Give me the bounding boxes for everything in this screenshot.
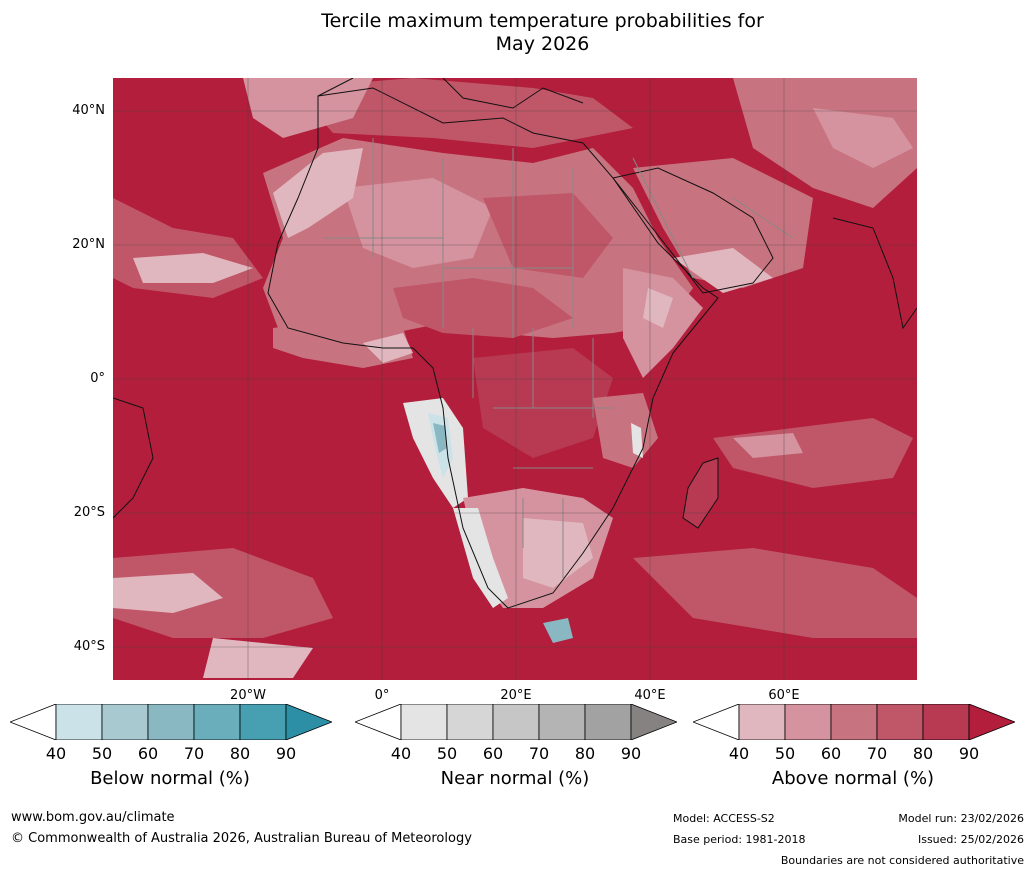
colorbar-segment xyxy=(738,704,786,740)
legend-label-below: Below normal (%) xyxy=(90,768,250,789)
atlantic-patch-light xyxy=(133,253,253,283)
lat-label-20s: 20°S xyxy=(73,505,105,520)
colorbar-tick-label: 60 xyxy=(482,744,504,763)
sahara-patch-2 xyxy=(483,193,613,278)
angola-coast-grey xyxy=(403,398,468,508)
west-sahara-patch xyxy=(273,148,363,238)
colorbar-tick-label: 60 xyxy=(137,744,159,763)
coastline-arabia xyxy=(612,167,774,294)
lat-label-0: 0° xyxy=(90,371,105,386)
colorbar-below-normal xyxy=(10,704,332,740)
colorbar-segment xyxy=(400,704,448,740)
colorbar-segment xyxy=(55,704,103,740)
asia-patch xyxy=(733,78,917,208)
colorbar-max-extension xyxy=(968,704,1015,740)
footer-base-period: Base period: 1981-2018 xyxy=(673,833,806,846)
colorbar-tick-label: 80 xyxy=(229,744,251,763)
asia-light-patch xyxy=(813,108,913,168)
map-title: Tercile maximum temperature probabilitie… xyxy=(0,10,1035,56)
colorbar-tick-label: 80 xyxy=(574,744,596,763)
colorbar-segment xyxy=(538,704,586,740)
footer-issued: Issued: 25/02/2026 xyxy=(917,833,1024,846)
south-indian-patch xyxy=(633,548,917,638)
southern-africa-light xyxy=(523,518,593,588)
lat-label-20n: 20°N xyxy=(72,237,105,252)
graticule xyxy=(113,78,917,680)
coastline-europe xyxy=(317,78,584,109)
colorbar-tick-label: 50 xyxy=(774,744,796,763)
sahel-patch xyxy=(393,278,573,338)
colorbar-min-extension xyxy=(10,704,57,740)
lon-label-40e: 40°E xyxy=(634,688,666,703)
east-coast-grey xyxy=(631,423,643,458)
colorbar-max-extension xyxy=(630,704,677,740)
title-line-2: May 2026 xyxy=(495,33,590,55)
colorbar-segment xyxy=(784,704,832,740)
colorbar-tick-label: 90 xyxy=(958,744,980,763)
colorbar-segment xyxy=(584,704,632,740)
south-atlantic-far xyxy=(203,638,313,678)
colorbar-segment xyxy=(101,704,149,740)
coastline-africa xyxy=(267,87,719,609)
colorbar-tick-label: 50 xyxy=(436,744,458,763)
colorbar-tick-label: 50 xyxy=(91,744,113,763)
arabia-light-patch xyxy=(673,248,773,293)
colorbar-tick-label: 40 xyxy=(728,744,750,763)
namibia-coast-grey xyxy=(453,508,508,608)
coastline-madagascar xyxy=(682,457,719,529)
colorbar-tick-label: 90 xyxy=(275,744,297,763)
arabia-patch xyxy=(633,158,813,288)
colorbar-min-extension xyxy=(693,704,740,740)
coastline-south-america xyxy=(113,397,154,519)
south-atlantic-patch xyxy=(113,548,333,638)
colorbar-tick-label: 70 xyxy=(528,744,550,763)
colorbar-segment xyxy=(876,704,924,740)
colorbar-above-normal xyxy=(693,704,1015,740)
coastline-india xyxy=(832,217,917,330)
lon-label-20e: 20°E xyxy=(500,688,532,703)
colorbar-tick-label: 40 xyxy=(390,744,412,763)
colorbar-min-extension xyxy=(355,704,402,740)
colorbar-tick-label: 60 xyxy=(820,744,842,763)
central-africa-patch xyxy=(473,348,613,458)
indian-ocean-light xyxy=(733,433,803,458)
lat-label-40s: 40°S xyxy=(73,639,105,654)
angola-coast-blue-2 xyxy=(433,423,447,453)
horn-light-patch xyxy=(643,288,673,328)
lon-label-0: 0° xyxy=(374,688,390,703)
sahara-patch-1 xyxy=(343,178,493,268)
colorbar-tick-label: 70 xyxy=(183,744,205,763)
mediterranean-patch xyxy=(293,78,633,148)
footer-website: www.bom.gov.au/climate xyxy=(11,810,175,825)
colorbar-tick-label: 80 xyxy=(912,744,934,763)
footer-disclaimer: Boundaries are not considered authoritat… xyxy=(780,854,1024,867)
lat-label-40n: 40°N xyxy=(72,103,105,118)
colorbar-segment xyxy=(193,704,241,740)
lon-label-60e: 60°E xyxy=(768,688,800,703)
country-borders xyxy=(323,138,794,578)
colorbar-near-normal xyxy=(355,704,677,740)
lon-label-20w: 20°W xyxy=(230,688,266,703)
cape-blue-patch xyxy=(543,618,573,643)
colorbar-segment xyxy=(492,704,540,740)
colorbar-tick-label: 90 xyxy=(620,744,642,763)
colorbar-tick-label: 70 xyxy=(866,744,888,763)
footer-model-run: Model run: 23/02/2026 xyxy=(898,812,1024,825)
colorbar-segment xyxy=(830,704,878,740)
legend-label-near: Near normal (%) xyxy=(440,768,590,789)
footer-copyright: © Commonwealth of Australia 2026, Austra… xyxy=(11,831,472,846)
legend-label-above: Above normal (%) xyxy=(771,768,935,789)
colorbar-tick-label: 40 xyxy=(45,744,67,763)
colorbar-segment xyxy=(446,704,494,740)
colorbar-segment xyxy=(239,704,287,740)
colorbar-segment xyxy=(922,704,970,740)
colorbar-max-extension xyxy=(285,704,332,740)
footer-model: Model: ACCESS-S2 xyxy=(673,812,775,825)
south-atlantic-light xyxy=(113,573,223,613)
colorbar-segment xyxy=(147,704,195,740)
title-line-1: Tercile maximum temperature probabilitie… xyxy=(321,10,764,32)
